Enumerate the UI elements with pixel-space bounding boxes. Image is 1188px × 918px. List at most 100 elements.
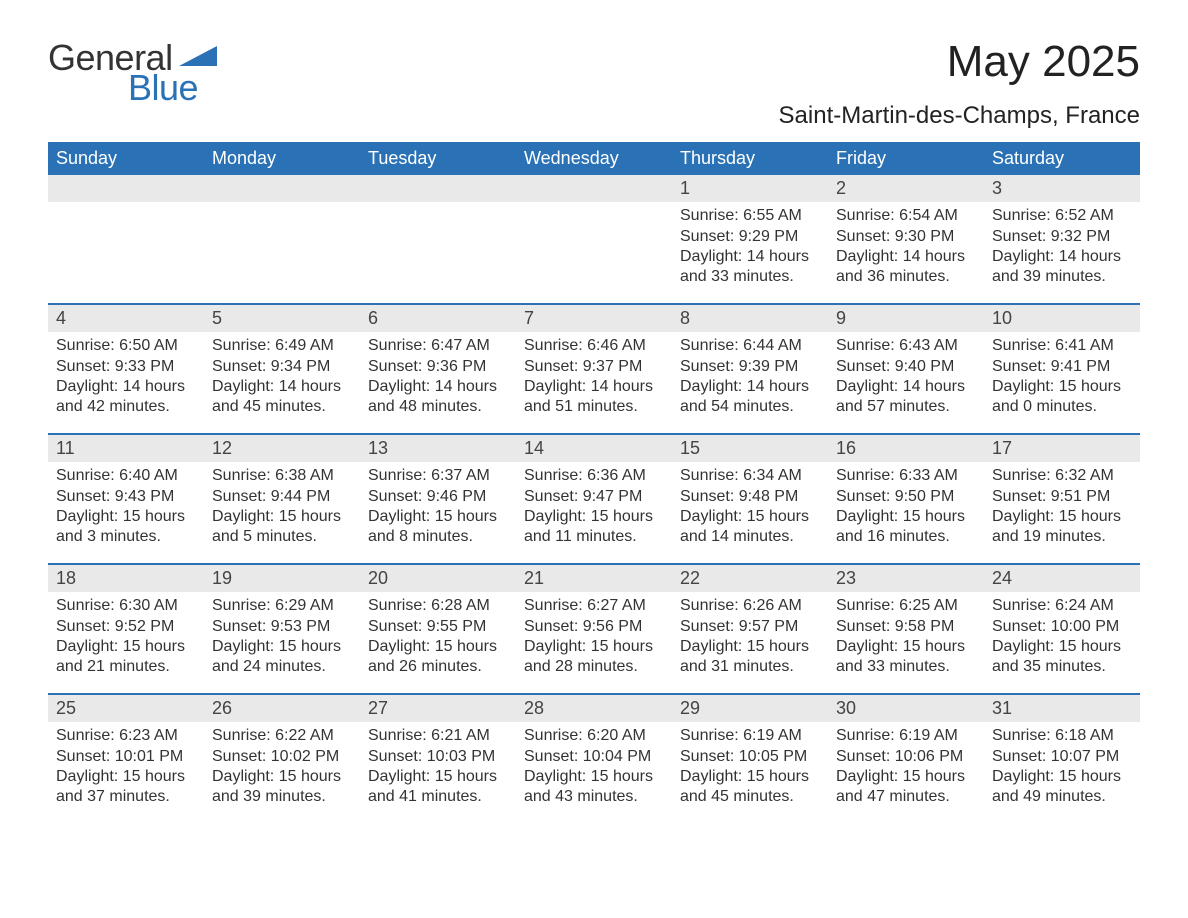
daylight-text: Daylight: 15 hours and 11 minutes.: [524, 507, 664, 548]
sunset-text: Sunset: 9:51 PM: [992, 487, 1132, 507]
day-cell: 6Sunrise: 6:47 AMSunset: 9:36 PMDaylight…: [360, 305, 516, 433]
sunrise-text: Sunrise: 6:41 AM: [992, 336, 1132, 356]
day-number: 16: [828, 435, 984, 462]
day-number: 21: [516, 565, 672, 592]
sunset-text: Sunset: 9:40 PM: [836, 357, 976, 377]
sunrise-text: Sunrise: 6:18 AM: [992, 726, 1132, 746]
weeks-container: 1Sunrise: 6:55 AMSunset: 9:29 PMDaylight…: [48, 175, 1140, 823]
week-row: 4Sunrise: 6:50 AMSunset: 9:33 PMDaylight…: [48, 303, 1140, 433]
daylight-text: Daylight: 15 hours and 31 minutes.: [680, 637, 820, 678]
sunrise-text: Sunrise: 6:27 AM: [524, 596, 664, 616]
day-body: Sunrise: 6:19 AMSunset: 10:06 PMDaylight…: [834, 726, 978, 808]
sunrise-text: Sunrise: 6:43 AM: [836, 336, 976, 356]
day-body: Sunrise: 6:52 AMSunset: 9:32 PMDaylight:…: [990, 206, 1134, 288]
day-number: 15: [672, 435, 828, 462]
day-number: 19: [204, 565, 360, 592]
week-row: 1Sunrise: 6:55 AMSunset: 9:29 PMDaylight…: [48, 175, 1140, 303]
day-number: 31: [984, 695, 1140, 722]
day-body: Sunrise: 6:36 AMSunset: 9:47 PMDaylight:…: [522, 466, 666, 548]
brand-logo: General Blue: [48, 40, 217, 106]
sunset-text: Sunset: 9:47 PM: [524, 487, 664, 507]
day-number: 22: [672, 565, 828, 592]
sunrise-text: Sunrise: 6:37 AM: [368, 466, 508, 486]
sunrise-text: Sunrise: 6:40 AM: [56, 466, 196, 486]
day-body: Sunrise: 6:38 AMSunset: 9:44 PMDaylight:…: [210, 466, 354, 548]
daylight-text: Daylight: 15 hours and 33 minutes.: [836, 637, 976, 678]
day-number: [516, 175, 672, 202]
day-cell: 17Sunrise: 6:32 AMSunset: 9:51 PMDayligh…: [984, 435, 1140, 563]
day-body: Sunrise: 6:33 AMSunset: 9:50 PMDaylight:…: [834, 466, 978, 548]
sunset-text: Sunset: 9:36 PM: [368, 357, 508, 377]
day-cell: 11Sunrise: 6:40 AMSunset: 9:43 PMDayligh…: [48, 435, 204, 563]
sunset-text: Sunset: 10:06 PM: [836, 747, 976, 767]
daylight-text: Daylight: 14 hours and 51 minutes.: [524, 377, 664, 418]
day-cell: 31 Sunrise: 6:18 AMSunset: 10:07 PMDaylig…: [984, 695, 1140, 823]
day-cell: 25 Sunrise: 6:23 AMSunset: 10:01 PMDaylig…: [48, 695, 204, 823]
day-number: [204, 175, 360, 202]
day-body: Sunrise: 6:55 AMSunset: 9:29 PMDaylight:…: [678, 206, 822, 288]
day-cell: 23Sunrise: 6:25 AMSunset: 9:58 PMDayligh…: [828, 565, 984, 693]
daylight-text: Daylight: 15 hours and 37 minutes.: [56, 767, 196, 808]
daylight-text: Daylight: 14 hours and 39 minutes.: [992, 247, 1132, 288]
sunset-text: Sunset: 9:55 PM: [368, 617, 508, 637]
daylight-text: Daylight: 15 hours and 45 minutes.: [680, 767, 820, 808]
day-cell: 27Sunrise: 6:21 AMSunset: 10:03 PMDaylig…: [360, 695, 516, 823]
daylight-text: Daylight: 14 hours and 57 minutes.: [836, 377, 976, 418]
dow-cell: Thursday: [672, 142, 828, 175]
day-body: Sunrise: 6:26 AMSunset: 9:57 PMDaylight:…: [678, 596, 822, 678]
day-cell: 20Sunrise: 6:28 AMSunset: 9:55 PMDayligh…: [360, 565, 516, 693]
day-number: 23: [828, 565, 984, 592]
sunrise-text: Sunrise: 6:26 AM: [680, 596, 820, 616]
day-number: 17: [984, 435, 1140, 462]
daylight-text: Daylight: 15 hours and 8 minutes.: [368, 507, 508, 548]
sunset-text: Sunset: 10:02 PM: [212, 747, 352, 767]
title-block: May 2025 Saint-Martin-des-Champs, France: [779, 40, 1140, 130]
day-number: 25: [48, 695, 204, 722]
page-header: General Blue May 2025 Saint-Martin-des-C…: [48, 40, 1140, 130]
day-cell: 8Sunrise: 6:44 AMSunset: 9:39 PMDaylight…: [672, 305, 828, 433]
day-number: 24: [984, 565, 1140, 592]
daylight-text: Daylight: 15 hours and 28 minutes.: [524, 637, 664, 678]
day-cell: 5 Sunrise: 6:49 AMSunset: 9:34 PMDaylight…: [204, 305, 360, 433]
day-number: 3: [984, 175, 1140, 202]
month-title: May 2025: [779, 40, 1140, 84]
day-number: 5: [204, 305, 360, 332]
sunrise-text: Sunrise: 6:50 AM: [56, 336, 196, 356]
day-number: [360, 175, 516, 202]
brand-triangle-icon: [179, 42, 217, 70]
sunrise-text: Sunrise: 6:46 AM: [524, 336, 664, 356]
day-body: Sunrise: 6:18 AMSunset: 10:07 PMDaylight…: [990, 726, 1134, 808]
day-number: 8: [672, 305, 828, 332]
sunrise-text: Sunrise: 6:33 AM: [836, 466, 976, 486]
day-number: 4: [48, 305, 204, 332]
day-body: Sunrise: 6:37 AMSunset: 9:46 PMDaylight:…: [366, 466, 510, 548]
sunset-text: Sunset: 9:32 PM: [992, 227, 1132, 247]
day-cell: 10Sunrise: 6:41 AMSunset: 9:41 PMDayligh…: [984, 305, 1140, 433]
day-body: Sunrise: 6:34 AMSunset: 9:48 PMDaylight:…: [678, 466, 822, 548]
sunrise-text: Sunrise: 6:23 AM: [56, 726, 196, 746]
sunset-text: Sunset: 10:07 PM: [992, 747, 1132, 767]
sunrise-text: Sunrise: 6:36 AM: [524, 466, 664, 486]
day-cell: 19Sunrise: 6:29 AMSunset: 9:53 PMDayligh…: [204, 565, 360, 693]
daylight-text: Daylight: 15 hours and 47 minutes.: [836, 767, 976, 808]
sunrise-text: Sunrise: 6:24 AM: [992, 596, 1132, 616]
day-body: Sunrise: 6:43 AMSunset: 9:40 PMDaylight:…: [834, 336, 978, 418]
sunrise-text: Sunrise: 6:49 AM: [212, 336, 352, 356]
day-cell: 4Sunrise: 6:50 AMSunset: 9:33 PMDaylight…: [48, 305, 204, 433]
day-number: 18: [48, 565, 204, 592]
daylight-text: Daylight: 15 hours and 5 minutes.: [212, 507, 352, 548]
day-cell: 28Sunrise: 6:20 AMSunset: 10:04 PMDaylig…: [516, 695, 672, 823]
sunrise-text: Sunrise: 6:22 AM: [212, 726, 352, 746]
day-number: 12: [204, 435, 360, 462]
sunrise-text: Sunrise: 6:30 AM: [56, 596, 196, 616]
day-cell: 13Sunrise: 6:37 AMSunset: 9:46 PMDayligh…: [360, 435, 516, 563]
day-cell: 15 Sunrise: 6:34 AMSunset: 9:48 PMDayligh…: [672, 435, 828, 563]
daylight-text: Daylight: 14 hours and 45 minutes.: [212, 377, 352, 418]
day-body: Sunrise: 6:49 AMSunset: 9:34 PMDaylight:…: [210, 336, 354, 418]
day-cell: 30Sunrise: 6:19 AMSunset: 10:06 PMDaylig…: [828, 695, 984, 823]
day-number: 28: [516, 695, 672, 722]
sunset-text: Sunset: 9:57 PM: [680, 617, 820, 637]
sunset-text: Sunset: 9:39 PM: [680, 357, 820, 377]
sunset-text: Sunset: 10:01 PM: [56, 747, 196, 767]
day-number: 6: [360, 305, 516, 332]
